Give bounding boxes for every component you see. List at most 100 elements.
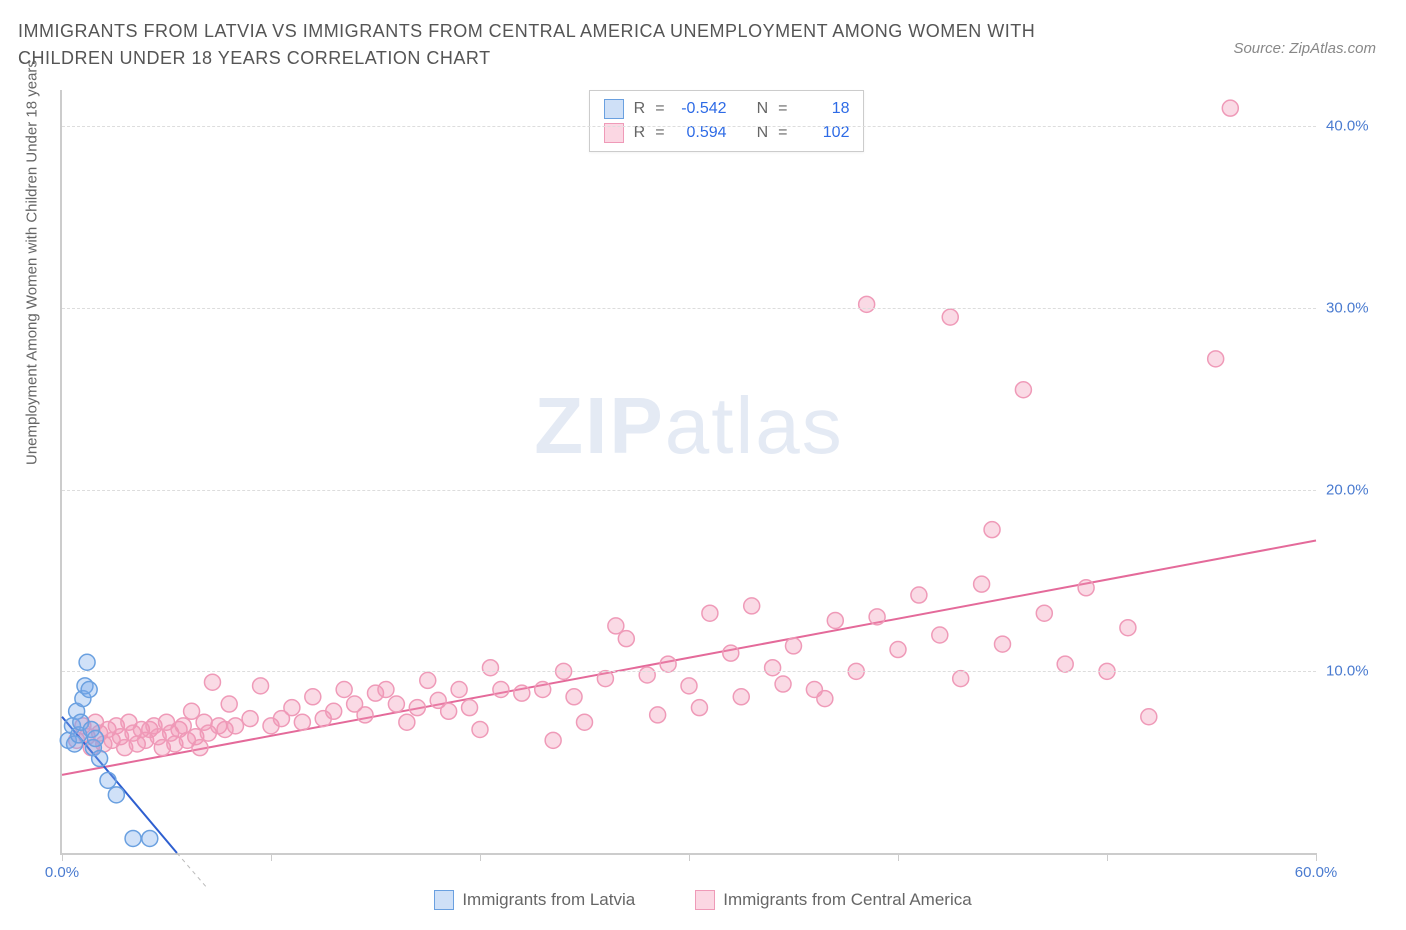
point-central-america [942, 309, 958, 325]
point-central-america [441, 703, 457, 719]
point-central-america [786, 638, 802, 654]
point-central-america [660, 656, 676, 672]
point-central-america [890, 642, 906, 658]
point-central-america [192, 740, 208, 756]
point-central-america [597, 671, 613, 687]
x-tick-label: 0.0% [45, 864, 79, 881]
stats-legend-box: R= -0.542 N= 18 R= 0.594 N= 102 [589, 90, 865, 152]
point-central-america [869, 609, 885, 625]
r-value-latvia: -0.542 [675, 97, 727, 121]
n-value-central-america: 102 [797, 121, 849, 145]
point-central-america [462, 700, 478, 716]
legend-item-latvia: Immigrants from Latvia [434, 890, 635, 910]
point-central-america [702, 605, 718, 621]
point-central-america [733, 689, 749, 705]
gridline [62, 126, 1316, 127]
legend-item-central-america: Immigrants from Central America [695, 890, 971, 910]
y-tick-label: 10.0% [1326, 663, 1386, 680]
point-central-america [227, 718, 243, 734]
point-central-america [357, 707, 373, 723]
point-central-america [723, 645, 739, 661]
point-central-america [493, 682, 509, 698]
x-tick [62, 853, 63, 861]
stats-row-latvia: R= -0.542 N= 18 [604, 97, 850, 121]
swatch-latvia-legend [434, 890, 454, 910]
gridline [62, 308, 1316, 309]
legend-label-central-america: Immigrants from Central America [723, 890, 971, 910]
scatter-plot-svg [62, 90, 1316, 853]
x-tick [1316, 853, 1317, 861]
point-central-america [451, 682, 467, 698]
point-central-america [1208, 351, 1224, 367]
y-axis-label: Unemployment Among Women with Children U… [24, 60, 41, 465]
point-central-america [618, 631, 634, 647]
point-central-america [911, 587, 927, 603]
point-latvia [100, 772, 116, 788]
point-latvia [125, 830, 141, 846]
point-central-america [1036, 605, 1052, 621]
point-central-america [305, 689, 321, 705]
point-central-america [827, 612, 843, 628]
r-value-central-america: 0.594 [675, 121, 727, 145]
legend-label-latvia: Immigrants from Latvia [462, 890, 635, 910]
y-tick-label: 20.0% [1326, 481, 1386, 498]
point-central-america [326, 703, 342, 719]
y-tick-label: 30.0% [1326, 300, 1386, 317]
n-value-latvia: 18 [797, 97, 849, 121]
x-tick-label: 60.0% [1295, 864, 1338, 881]
point-central-america [204, 674, 220, 690]
point-central-america [336, 682, 352, 698]
x-tick [689, 853, 690, 861]
y-tick-label: 40.0% [1326, 118, 1386, 135]
point-central-america [1141, 709, 1157, 725]
point-central-america [1222, 100, 1238, 116]
chart-plot-area: ZIPatlas R= -0.542 N= 18 R= 0.594 N= 102… [60, 90, 1316, 855]
point-central-america [378, 682, 394, 698]
point-central-america [221, 696, 237, 712]
swatch-central-america-legend [695, 890, 715, 910]
point-latvia [108, 787, 124, 803]
point-central-america [1078, 580, 1094, 596]
point-central-america [535, 682, 551, 698]
x-tick [898, 853, 899, 861]
point-central-america [744, 598, 760, 614]
point-central-america [545, 732, 561, 748]
point-central-america [984, 522, 1000, 538]
point-central-america [472, 721, 488, 737]
point-central-america [859, 296, 875, 312]
point-central-america [388, 696, 404, 712]
point-central-america [681, 678, 697, 694]
point-central-america [514, 685, 530, 701]
point-central-america [691, 700, 707, 716]
point-central-america [420, 672, 436, 688]
point-central-america [974, 576, 990, 592]
point-central-america [577, 714, 593, 730]
point-latvia [79, 654, 95, 670]
point-central-america [775, 676, 791, 692]
x-tick [271, 853, 272, 861]
point-central-america [932, 627, 948, 643]
point-central-america [765, 660, 781, 676]
point-central-america [253, 678, 269, 694]
point-central-america [817, 691, 833, 707]
point-central-america [294, 714, 310, 730]
point-latvia [92, 751, 108, 767]
point-central-america [482, 660, 498, 676]
source-label: Source: ZipAtlas.com [1233, 40, 1376, 57]
point-central-america [1015, 382, 1031, 398]
point-central-america [995, 636, 1011, 652]
chart-title: IMMIGRANTS FROM LATVIA VS IMMIGRANTS FRO… [18, 18, 1118, 72]
swatch-latvia [604, 99, 624, 119]
x-tick [1107, 853, 1108, 861]
point-central-america [650, 707, 666, 723]
point-central-america [953, 671, 969, 687]
point-central-america [284, 700, 300, 716]
gridline [62, 490, 1316, 491]
point-central-america [566, 689, 582, 705]
point-latvia [81, 682, 97, 698]
point-central-america [1057, 656, 1073, 672]
point-central-america [639, 667, 655, 683]
point-central-america [409, 700, 425, 716]
x-tick [480, 853, 481, 861]
trendline-latvia-extension [177, 853, 208, 889]
